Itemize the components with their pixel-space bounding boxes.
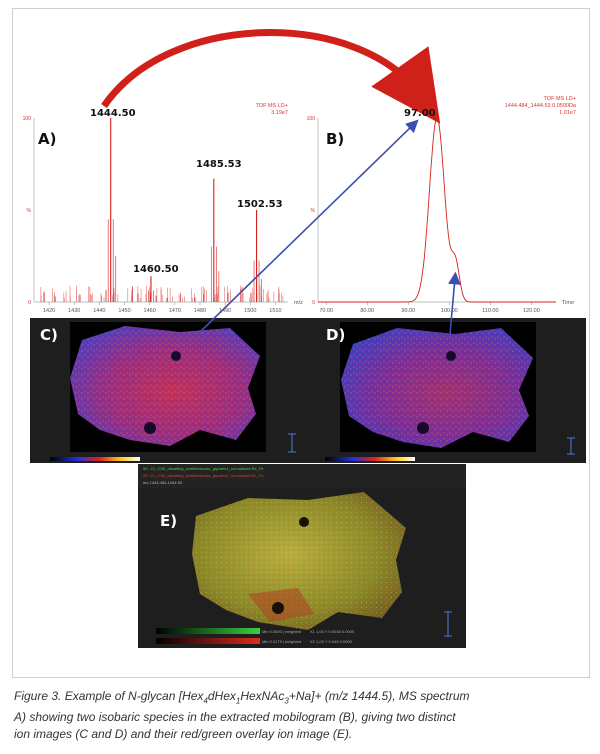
x-tick-label: 1490 [219,308,231,314]
caption-line-2: A) showing two isobaric species in the e… [14,710,456,725]
peak-label-a4: 1460.50 [133,264,179,275]
peak-label-a1: 1444.50 [90,108,136,119]
overlay-bottom-1: Min 0.0000 | weighted [262,629,302,634]
y-tick-label: % [27,208,32,214]
mobilogram-trace [318,117,556,303]
panel-b-label: B) [326,130,345,148]
overlay-bottom-3: X1 1,00 Y 0.0045 0.0000 [310,629,355,634]
x-tick-label: 1480 [194,308,206,314]
x-tick-label: 1420 [43,308,55,314]
overlay-line-2: 90 : 21_C3K_desalting_workflowlcase_glyc… [143,473,264,478]
ion-image-d [325,322,575,461]
header-b: TOF MS LD+ 1444.484_1444.53 0.0500Da 1.01e… [504,96,576,116]
mobilogram-b: 70.00 80.00 90.00 100.00 110.00 120.00 100% 0 Ti… [307,116,574,314]
y-tick-label: 100 [23,116,32,122]
x-tick-label: 1510 [269,308,281,314]
panel-c-label: C) [40,326,58,344]
y-tick-label: 0 [312,300,315,306]
x-tick-label: 1430 [68,308,80,314]
panel-d-label: D) [326,326,346,344]
y-tick-label: 100 [307,116,316,122]
y-tick-label: 0 [28,300,31,306]
x-tick-label: 1460 [144,308,156,314]
x-tick-label: 100.00 [441,308,458,314]
connector-arrows [199,119,461,335]
figure-caption: Figure 3. Example of N-glycan [Hex4dHex1… [14,688,586,743]
x-tick-label: 1440 [93,308,105,314]
caption-line-1: Figure 3. Example of N-glycan [Hex4dHex1… [14,689,470,706]
x-tick-label: 90.00 [401,308,415,314]
x-tick-label: 1450 [118,308,130,314]
caption-line-3: ion images (C and D) and their red/green… [14,727,353,742]
panel-e-label: E) [160,512,178,530]
x-tick-label: 1470 [169,308,181,314]
header-a: TOF MS LD+ 3.19e7 [255,103,288,116]
x-tick-label: 120.00 [523,308,540,314]
overlay-line-1: 90 : 21_C3K_desalting_workflowlcase_glyc… [143,466,264,471]
x-axis-label: m/z [294,300,303,306]
x-tick-label: 80.00 [360,308,374,314]
peak-label-b1: 97.00 [404,108,436,119]
scale-bar-c [288,433,296,453]
y-tick-label: % [311,208,316,214]
x-tick-label: 70.00 [319,308,333,314]
overlay-image-e [138,464,466,648]
panel-a-label: A) [38,130,57,148]
curved-arrow [101,29,441,124]
x-tick-label: 110.00 [482,308,498,314]
overlay-bottom-2: Min 0.0179 | weighted [262,639,302,644]
spectrum-a: 1420 1430 1440 1450 1460 1470 1480 1490 1500 1510… [23,116,303,314]
peak-label-a2: 1485.53 [196,159,242,170]
ion-image-c [50,322,266,461]
peak-label-a3: 1502.53 [237,199,283,210]
overlay-bottom-4: X2 1,00 Y 0.045 0.0000 [310,639,352,644]
overlay-line-3: mo 1444.484-1444.53 [143,480,183,485]
x-tick-label: 1500 [244,308,256,314]
x-axis-label: Time [562,300,574,306]
